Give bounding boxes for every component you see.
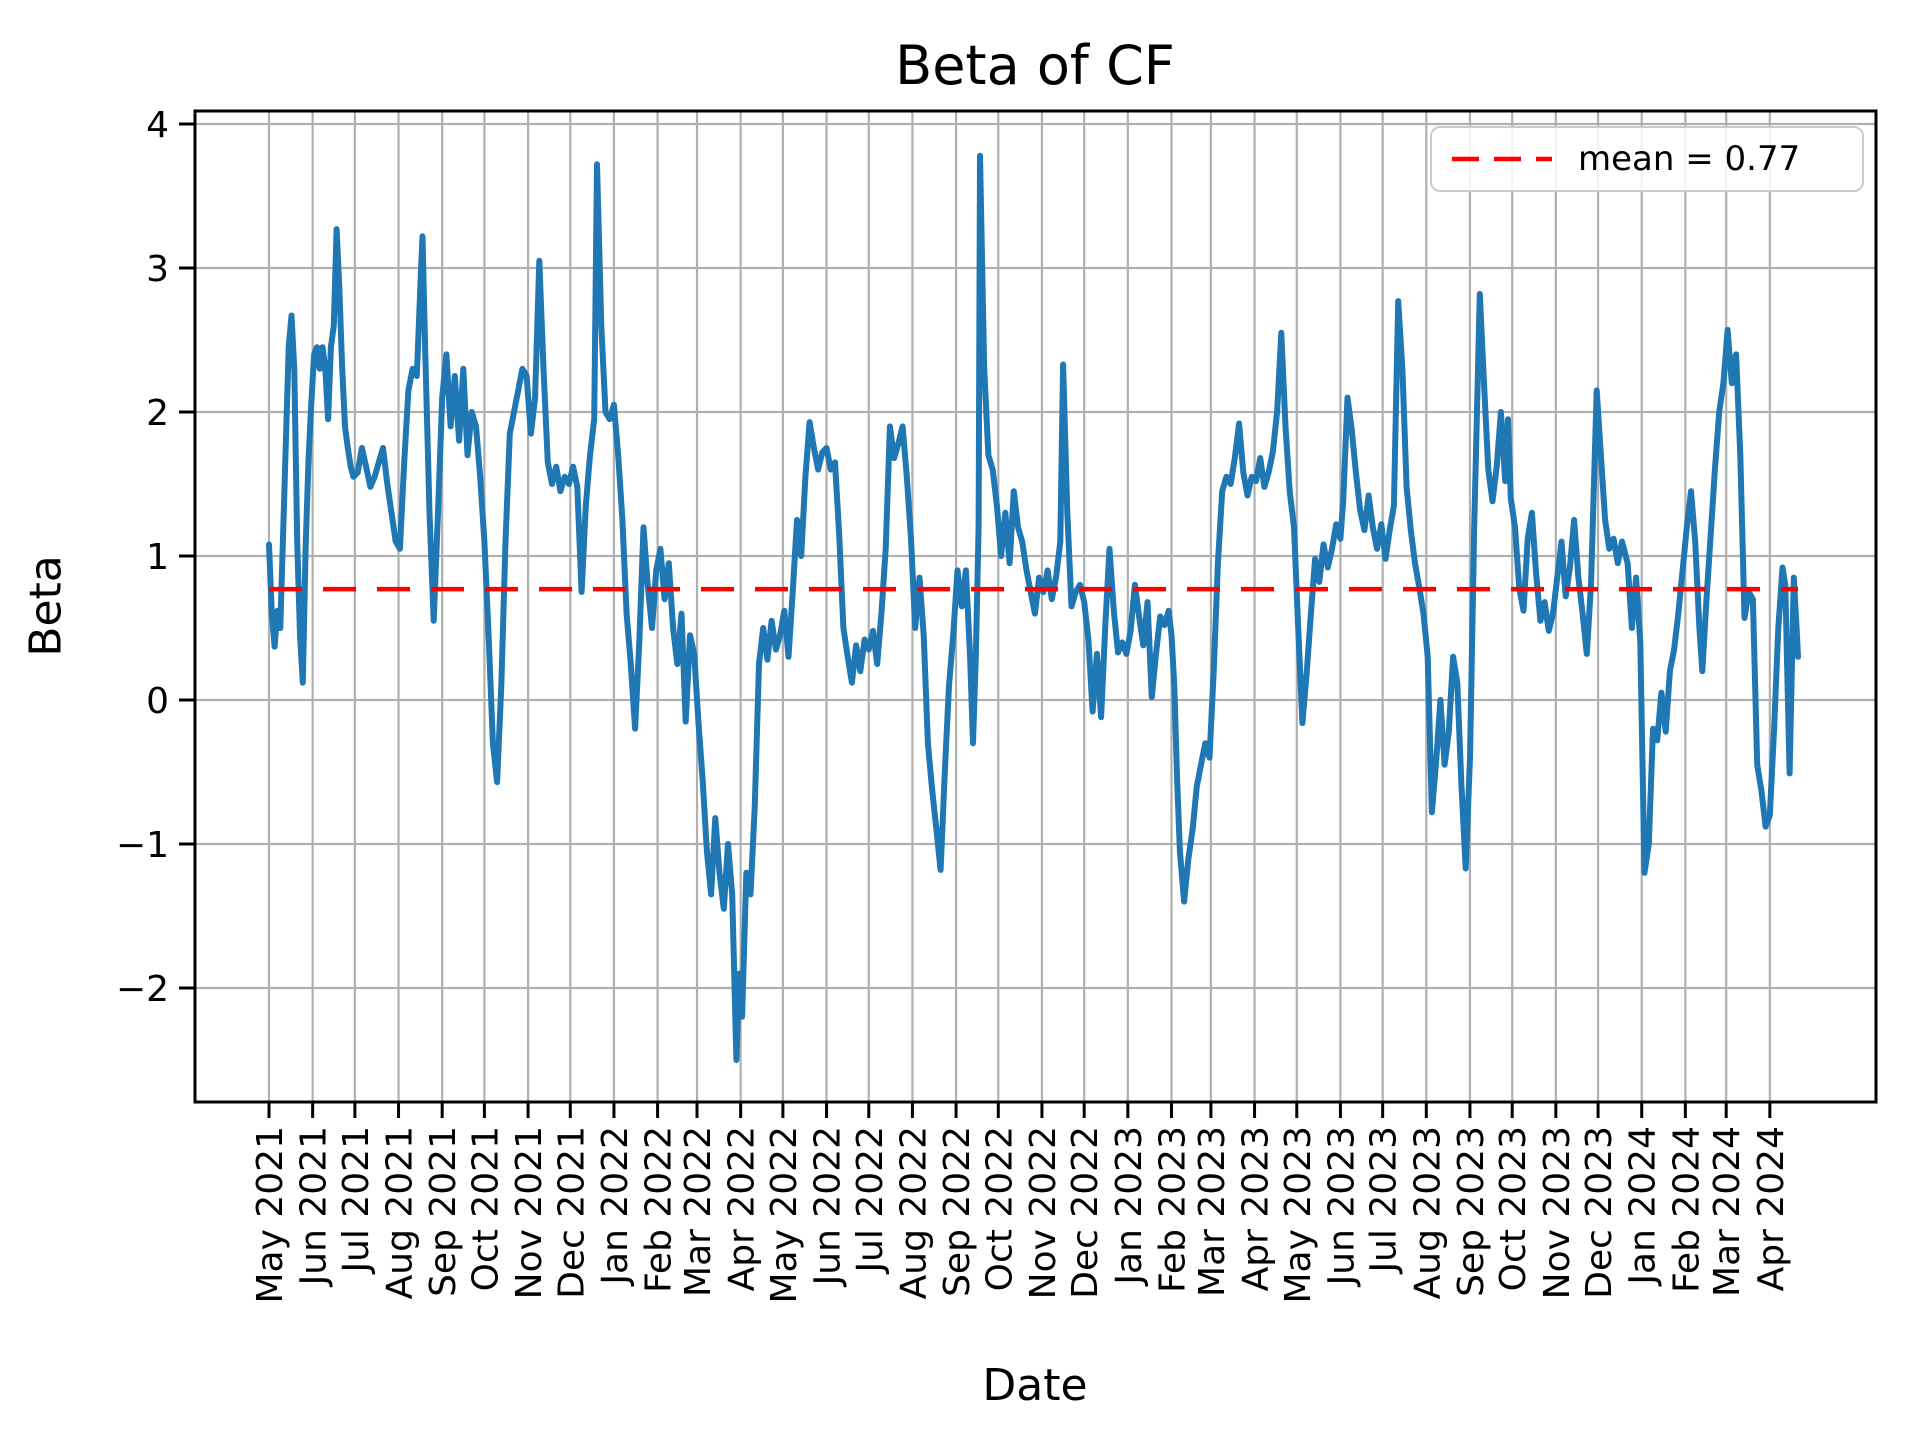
- x-tick-label: Oct 2021: [465, 1126, 506, 1291]
- x-tick-label: May 2023: [1278, 1126, 1319, 1304]
- x-tick-label: Jan 2023: [1109, 1126, 1150, 1287]
- beta-series-line: [266, 152, 1801, 1063]
- x-tick-label: Apr 2022: [722, 1126, 763, 1291]
- x-tick-label: Jun 2023: [1321, 1126, 1362, 1287]
- chart-title: Beta of CF: [895, 34, 1175, 97]
- x-tick-label: Dec 2021: [551, 1126, 592, 1299]
- x-tick-label: Jun 2021: [294, 1126, 335, 1287]
- y-tick-label: 1: [146, 537, 169, 578]
- y-tick-label: −2: [116, 969, 169, 1010]
- x-tick-label: May 2022: [764, 1126, 805, 1304]
- x-tick-label: Feb 2022: [639, 1126, 680, 1293]
- x-tick-label: Nov 2023: [1537, 1126, 1578, 1299]
- x-tick-label: Apr 2024: [1751, 1126, 1792, 1291]
- x-tick-label: Jul 2021: [336, 1126, 377, 1275]
- x-axis-label: Date: [982, 1360, 1088, 1411]
- legend: mean = 0.77: [1430, 126, 1864, 192]
- x-tick-label: May 2021: [250, 1126, 291, 1304]
- x-tick-label: Sep 2022: [937, 1126, 978, 1297]
- x-tick-label: Mar 2024: [1707, 1126, 1748, 1297]
- y-axis-label: Beta: [20, 555, 72, 657]
- x-tick-label: Oct 2023: [1493, 1126, 1534, 1291]
- x-tick-label: Sep 2021: [423, 1126, 464, 1297]
- y-tick-label: 0: [146, 681, 169, 722]
- x-tick-label: Sep 2023: [1451, 1126, 1492, 1297]
- x-tick-label: Jan 2022: [595, 1126, 636, 1287]
- x-tick-label: Aug 2022: [893, 1126, 934, 1299]
- x-tick-label: Nov 2021: [509, 1126, 550, 1299]
- plot-frame: [193, 109, 1878, 1104]
- x-tick-label: Jul 2022: [850, 1126, 891, 1275]
- mean-line-legend-sample-icon: [1452, 156, 1552, 162]
- x-tick-label: Jan 2024: [1623, 1126, 1664, 1287]
- legend-label: mean = 0.77: [1578, 139, 1801, 179]
- y-tick-label: −1: [116, 825, 169, 866]
- x-tick-label: Aug 2021: [380, 1126, 421, 1299]
- x-tick-label: Jul 2023: [1364, 1126, 1405, 1275]
- y-tick-label: 4: [146, 105, 169, 146]
- x-tick-label: Mar 2023: [1192, 1126, 1233, 1297]
- x-tick-label: Dec 2023: [1579, 1126, 1620, 1299]
- y-tick-label: 3: [146, 249, 169, 290]
- x-tick-label: Jun 2022: [808, 1126, 849, 1287]
- x-tick-label: Mar 2022: [678, 1126, 719, 1297]
- x-tick-label: Nov 2022: [1023, 1126, 1064, 1299]
- x-tick-label: Aug 2023: [1407, 1126, 1448, 1299]
- x-tick-label: Apr 2023: [1236, 1126, 1277, 1291]
- x-tick-label: Feb 2024: [1666, 1126, 1707, 1293]
- x-tick-label: Feb 2023: [1152, 1126, 1193, 1293]
- x-tick-label: Oct 2022: [979, 1126, 1020, 1291]
- x-tick-label: Dec 2022: [1065, 1126, 1106, 1299]
- y-tick-label: 2: [146, 393, 169, 434]
